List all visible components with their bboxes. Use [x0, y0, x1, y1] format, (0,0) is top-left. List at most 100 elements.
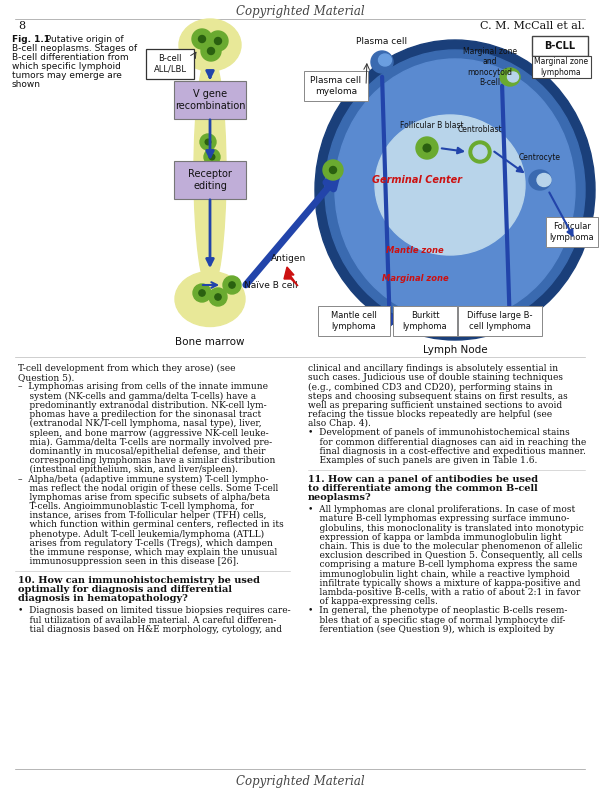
Text: B-cell differentiation from: B-cell differentiation from	[12, 53, 128, 62]
Text: •  Diagnosis based on limited tissue biopsies requires care-: • Diagnosis based on limited tissue biop…	[18, 607, 290, 615]
Ellipse shape	[194, 52, 226, 292]
Text: the immune response, which may explain the unusual: the immune response, which may explain t…	[18, 548, 277, 557]
Text: B-cell
ALL/LBL: B-cell ALL/LBL	[154, 54, 187, 73]
Ellipse shape	[192, 29, 212, 49]
Text: Mantle zone: Mantle zone	[386, 245, 444, 254]
Text: predominantly extranodal distribution. NK-cell lym-: predominantly extranodal distribution. N…	[18, 401, 266, 410]
Text: Copyrighted Material: Copyrighted Material	[236, 5, 364, 18]
Text: which function within germinal centers, reflected in its: which function within germinal centers, …	[18, 520, 284, 529]
Text: bles that of a specific stage of normal lymphocyte dif-: bles that of a specific stage of normal …	[308, 615, 565, 625]
Text: Burkitt
lymphoma: Burkitt lymphoma	[403, 312, 448, 331]
Text: instance, arises from T-follicular helper (TFH) cells,: instance, arises from T-follicular helpe…	[18, 511, 266, 520]
Text: Lymph Node: Lymph Node	[422, 345, 487, 355]
Text: mas reflect the nodal origin of these cells. Some T-cell: mas reflect the nodal origin of these ce…	[18, 484, 278, 493]
Text: (intestinal epithelium, skin, and liver/spleen).: (intestinal epithelium, skin, and liver/…	[18, 465, 238, 474]
FancyBboxPatch shape	[546, 217, 598, 247]
Text: tumors may emerge are: tumors may emerge are	[12, 71, 122, 80]
Text: Plasma cell: Plasma cell	[356, 37, 407, 46]
Text: ful utilization of available material. A careful differen-: ful utilization of available material. A…	[18, 615, 277, 625]
Text: for common differential diagnoses can aid in reaching the: for common differential diagnoses can ai…	[308, 438, 586, 446]
Text: –  Alpha/beta (adaptive immune system) T-cell lympho-: – Alpha/beta (adaptive immune system) T-…	[18, 474, 269, 484]
Text: refacing the tissue blocks repeatedly are helpful (see: refacing the tissue blocks repeatedly ar…	[308, 410, 552, 419]
FancyBboxPatch shape	[146, 49, 194, 79]
Ellipse shape	[371, 51, 393, 73]
Text: well as preparing sufficient unstained sections to avoid: well as preparing sufficient unstained s…	[308, 401, 562, 410]
Ellipse shape	[379, 54, 392, 66]
Text: (extranodal NK/T-cell lymphoma, nasal type), liver,: (extranodal NK/T-cell lymphoma, nasal ty…	[18, 419, 262, 428]
Text: –  Lymphomas arising from cells of the innate immune: – Lymphomas arising from cells of the in…	[18, 383, 268, 391]
Text: optimally for diagnosis and differential: optimally for diagnosis and differential	[18, 586, 232, 595]
Text: B-cell neoplasms. Stages of: B-cell neoplasms. Stages of	[12, 44, 137, 53]
Text: mia). Gamma/delta T-cells are normally involved pre-: mia). Gamma/delta T-cells are normally i…	[18, 438, 272, 447]
Text: Follicular B blast: Follicular B blast	[400, 121, 464, 130]
Text: Antigen: Antigen	[271, 254, 307, 263]
Ellipse shape	[209, 154, 215, 160]
Text: Germinal Center: Germinal Center	[372, 175, 462, 185]
Text: C. M. McCall et al.: C. M. McCall et al.	[480, 21, 585, 31]
Text: 8: 8	[18, 21, 25, 31]
Text: (e.g., combined CD3 and CD20), performing stains in: (e.g., combined CD3 and CD20), performin…	[308, 383, 553, 391]
Ellipse shape	[209, 288, 227, 306]
Ellipse shape	[529, 170, 551, 190]
Text: ferentiation (see Question 9), which is exploited by: ferentiation (see Question 9), which is …	[308, 625, 554, 634]
FancyBboxPatch shape	[532, 36, 588, 56]
Text: Bone marrow: Bone marrow	[175, 337, 245, 347]
Text: Putative origin of: Putative origin of	[40, 35, 124, 44]
Text: clinical and ancillary findings is absolutely essential in: clinical and ancillary findings is absol…	[308, 364, 558, 373]
Text: 11. How can a panel of antibodies be used: 11. How can a panel of antibodies be use…	[308, 475, 538, 485]
Text: Naïve B cell: Naïve B cell	[244, 281, 298, 289]
Text: expression of kappa or lambda immunoglobulin light: expression of kappa or lambda immunoglob…	[308, 533, 562, 542]
Text: Marginal zone: Marginal zone	[382, 273, 448, 282]
Ellipse shape	[200, 134, 216, 150]
Text: Examples of such panels are given in Table 1.6.: Examples of such panels are given in Tab…	[308, 456, 538, 465]
Ellipse shape	[508, 72, 518, 82]
Text: Question 5).: Question 5).	[18, 373, 74, 383]
Text: of kappa-expressing cells.: of kappa-expressing cells.	[308, 597, 438, 607]
Text: immunoglobulin light chain, while a reactive lymphoid: immunoglobulin light chain, while a reac…	[308, 570, 570, 579]
FancyBboxPatch shape	[174, 81, 246, 119]
Text: to differentiate among the common B-cell: to differentiate among the common B-cell	[308, 485, 538, 493]
Text: T-cells. Angioimmunoblastic T-cell lymphoma, for: T-cells. Angioimmunoblastic T-cell lymph…	[18, 502, 254, 511]
Text: arises from regulatory T-cells (Tregs), which dampen: arises from regulatory T-cells (Tregs), …	[18, 539, 273, 548]
Ellipse shape	[204, 149, 220, 165]
FancyBboxPatch shape	[318, 306, 390, 336]
Text: neoplasms?: neoplasms?	[308, 493, 372, 502]
Text: phenotype. Adult T-cell leukemia/lymphoma (ATLL): phenotype. Adult T-cell leukemia/lymphom…	[18, 529, 264, 539]
Ellipse shape	[229, 282, 235, 289]
Text: Mantle cell
lymphoma: Mantle cell lymphoma	[331, 312, 377, 331]
Ellipse shape	[323, 160, 343, 180]
FancyBboxPatch shape	[393, 306, 457, 336]
Text: exclusion described in Question 5. Consequently, all cells: exclusion described in Question 5. Conse…	[308, 552, 583, 560]
Text: Copyrighted Material: Copyrighted Material	[236, 775, 364, 788]
Text: 10. How can immunohistochemistry be used: 10. How can immunohistochemistry be used	[18, 576, 260, 586]
Text: T-cell development from which they arose) (see: T-cell development from which they arose…	[18, 364, 235, 373]
Ellipse shape	[500, 68, 520, 86]
FancyBboxPatch shape	[304, 71, 368, 101]
Text: Centrocyte: Centrocyte	[519, 153, 561, 162]
Ellipse shape	[375, 115, 525, 255]
Ellipse shape	[215, 294, 221, 300]
Text: V gene
recombination: V gene recombination	[175, 89, 245, 111]
Ellipse shape	[208, 48, 215, 54]
Text: mature B-cell lymphomas expressing surface immuno-: mature B-cell lymphomas expressing surfa…	[308, 514, 569, 524]
Text: Fig. 1.1: Fig. 1.1	[12, 35, 50, 44]
Ellipse shape	[199, 36, 205, 42]
Ellipse shape	[325, 50, 585, 330]
Text: Centroblast: Centroblast	[458, 125, 502, 134]
Text: lambda-positive B-cells, with a ratio of about 2:1 in favor: lambda-positive B-cells, with a ratio of…	[308, 588, 580, 597]
Text: •  All lymphomas are clonal proliferations. In case of most: • All lymphomas are clonal proliferation…	[308, 505, 575, 514]
Text: comprising a mature B-cell lymphoma express the same: comprising a mature B-cell lymphoma expr…	[308, 560, 577, 569]
Text: final diagnosis in a cost-effective and expeditious manner.: final diagnosis in a cost-effective and …	[308, 447, 586, 456]
Ellipse shape	[193, 284, 211, 302]
Text: Diffuse large B-
cell lymphoma: Diffuse large B- cell lymphoma	[467, 312, 533, 331]
Ellipse shape	[199, 290, 205, 296]
Ellipse shape	[416, 137, 438, 159]
Ellipse shape	[175, 272, 245, 327]
Ellipse shape	[223, 276, 241, 294]
Ellipse shape	[179, 19, 241, 71]
Text: tial diagnosis based on H&E morphology, cytology, and: tial diagnosis based on H&E morphology, …	[18, 625, 282, 634]
Text: shown: shown	[12, 80, 41, 89]
Text: system (NK-cells and gamma/delta T-cells) have a: system (NK-cells and gamma/delta T-cells…	[18, 391, 256, 401]
Text: corresponding lymphomas have a similar distribution: corresponding lymphomas have a similar d…	[18, 456, 275, 465]
Text: globulins, this monoclonality is translated into monotypic: globulins, this monoclonality is transla…	[308, 524, 584, 532]
